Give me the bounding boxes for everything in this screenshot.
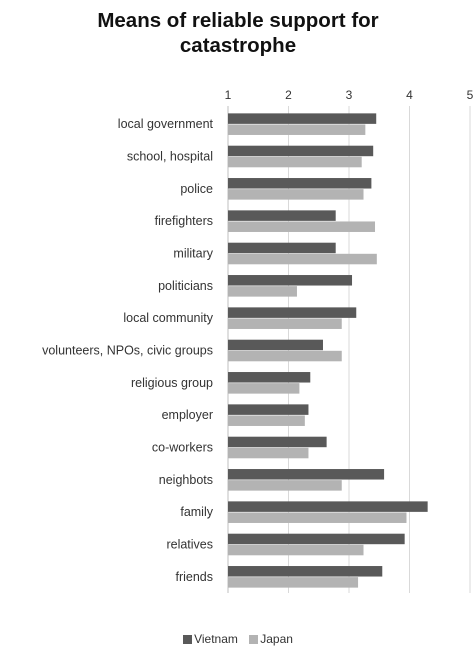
bar-vietnam [228, 469, 385, 480]
legend-item-japan: Japan [249, 632, 293, 646]
bar-japan [228, 286, 297, 297]
x-tick-label: 3 [346, 88, 353, 102]
bar-vietnam [228, 533, 405, 545]
bar-vietnam [228, 566, 383, 577]
bar-vietnam [228, 404, 309, 415]
chart-title-line-1: Means of reliable support for [97, 9, 379, 32]
bar-vietnam [228, 242, 336, 254]
bar-japan [228, 480, 342, 491]
category-label: firefighters [155, 214, 213, 228]
category-label: politicians [158, 279, 213, 293]
bar-japan [228, 415, 305, 426]
bar-japan [228, 253, 377, 265]
bar-japan [228, 221, 376, 232]
bar-japan [228, 189, 364, 200]
category-label: co-workers [152, 441, 213, 455]
bar-japan [228, 318, 342, 329]
category-label: friends [175, 570, 213, 584]
category-label: local government [118, 117, 214, 131]
legend-label-japan: Japan [260, 632, 293, 646]
x-tick-label: 2 [285, 88, 292, 102]
legend-swatch-vietnam [183, 635, 193, 644]
bar-japan [228, 447, 309, 459]
category-label: volunteers, NPOs, civic groups [42, 344, 213, 358]
legend-swatch-japan [249, 635, 259, 644]
category-label: neighbots [159, 473, 213, 487]
category-label: religious group [131, 376, 213, 390]
chart-title-line-2: catastrophe [179, 34, 297, 57]
bar-japan [228, 512, 407, 523]
chart-title: Means of reliable support for catastroph… [0, 8, 476, 58]
category-label: military [173, 247, 213, 261]
bar-japan [228, 156, 362, 168]
bar-vietnam [228, 339, 323, 351]
bar-japan [228, 544, 364, 556]
category-label: school, hospital [127, 150, 213, 164]
bar-vietnam [228, 178, 372, 189]
legend: Vietnam Japan [0, 632, 476, 646]
bar-vietnam [228, 210, 336, 221]
legend-label-vietnam: Vietnam [194, 632, 238, 646]
category-label: family [180, 505, 213, 519]
category-label: police [180, 182, 213, 196]
bar-vietnam [228, 145, 374, 157]
bar-vietnam [228, 275, 353, 286]
x-tick-label: 5 [467, 88, 474, 102]
legend-item-vietnam: Vietnam [183, 632, 238, 646]
bar-vietnam [228, 501, 428, 512]
bar-japan [228, 577, 359, 588]
bar-japan [228, 383, 300, 394]
bar-vietnam [228, 436, 327, 448]
category-label: employer [162, 408, 213, 422]
category-label: relatives [166, 538, 213, 552]
bar-vietnam [228, 113, 377, 124]
bar-vietnam [228, 372, 311, 383]
bar-vietnam [228, 307, 357, 318]
x-tick-label: 1 [225, 88, 232, 102]
category-label: local community [123, 311, 213, 325]
bar-japan [228, 124, 366, 135]
x-tick-label: 4 [406, 88, 413, 102]
bar-japan [228, 350, 342, 362]
